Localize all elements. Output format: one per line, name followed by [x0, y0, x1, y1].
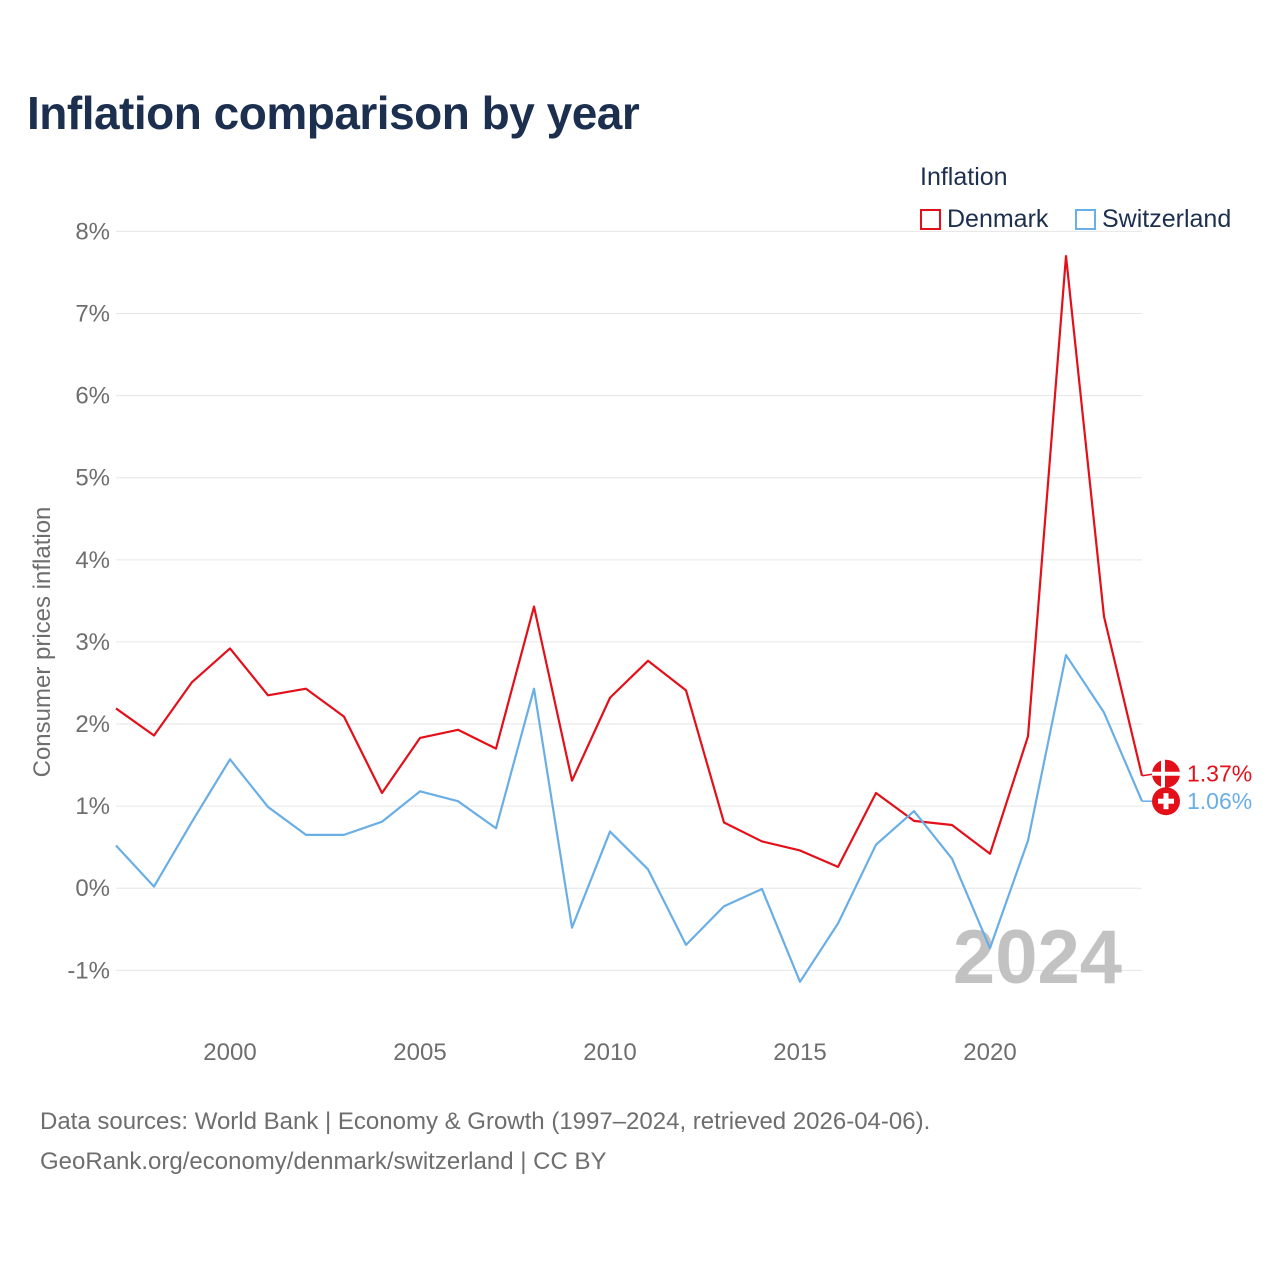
flag-icon-switzerland [1152, 787, 1180, 816]
y-tick-label: 7% [75, 301, 110, 328]
chart-title: Inflation comparison by year [27, 87, 640, 139]
x-tick-label: 2015 [773, 1039, 826, 1066]
series-line-switzerland [115, 653, 1144, 983]
end-value-label-switzerland: 1.06% [1187, 788, 1252, 814]
end-value-label-denmark: 1.37% [1187, 761, 1252, 787]
legend-title: Inflation [920, 163, 1008, 191]
legend-label-denmark: Denmark [947, 205, 1049, 233]
series-line-denmark [115, 254, 1144, 868]
grid-lines [116, 230, 1142, 971]
x-tick-label: 2000 [203, 1039, 256, 1066]
legend-swatch-switzerland [1075, 209, 1096, 230]
flag-icon-denmark [1152, 759, 1180, 788]
y-axis-label: Consumer prices inflation [29, 507, 56, 778]
y-tick-label: 1% [75, 793, 110, 820]
y-tick-label: 6% [75, 383, 110, 410]
axes: -1% 0% 1% 2% 3% 4% 5% 6% 7% 8% 2000 2005 2010 2015 202… [67, 218, 1016, 1066]
x-tick-label: 2020 [963, 1039, 1016, 1066]
flag-cross-vertical [1161, 759, 1165, 788]
flag-cross-horizontal [1152, 771, 1180, 776]
x-tick-label: 2005 [393, 1039, 446, 1066]
footer-credit: GeoRank.org/economy/denmark/switzerland … [40, 1148, 607, 1175]
y-tick-label: 2% [75, 711, 110, 738]
y-tick-label: 8% [75, 218, 110, 245]
flag-cross-vertical [1163, 793, 1169, 810]
series-lines [115, 254, 1144, 983]
legend-swatch-denmark [920, 209, 941, 230]
y-tick-label: 0% [75, 875, 110, 902]
year-watermark: 2024 [953, 915, 1122, 1000]
legend-label-switzerland: Switzerland [1102, 205, 1232, 233]
y-tick-label: 3% [75, 629, 110, 656]
y-tick-label: 4% [75, 547, 110, 574]
y-tick-label: -1% [67, 957, 110, 984]
legend-item-denmark[interactable]: Denmark [920, 205, 1048, 234]
legend-item-switzerland[interactable]: Switzerland [1075, 205, 1231, 234]
footer-source: Data sources: World Bank | Economy & Gro… [40, 1108, 931, 1135]
y-tick-label: 5% [75, 465, 110, 492]
end-markers: 1.37%1.06% [1141, 759, 1252, 816]
x-tick-label: 2010 [583, 1039, 636, 1066]
